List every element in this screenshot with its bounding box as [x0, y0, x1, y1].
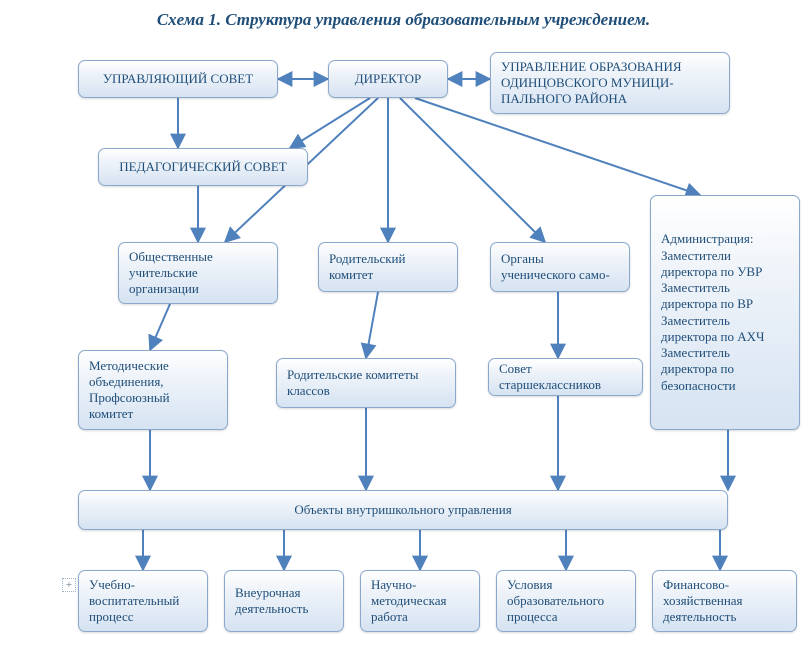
node-out5: Финансово-хозяйственная деятельность [652, 570, 797, 632]
arrow-director-student_gov [400, 98, 545, 242]
node-out4: Условия образовательного процесса [496, 570, 636, 632]
node-out3: Научно-методическая работа [360, 570, 480, 632]
diagram-title: Схема 1. Структура управления образовате… [0, 10, 807, 30]
node-governing: УПРАВЛЯЮЩИЙ СОВЕТ [78, 60, 278, 98]
node-out1: Учебно-воспитательный процесс [78, 570, 208, 632]
arrow-director-ped_council [290, 98, 370, 148]
node-student_gov: Органы ученического само- [490, 242, 630, 292]
node-admin: Администрация: Заместители директора по … [650, 195, 800, 430]
node-parent_class: Родительские комитеты классов [276, 358, 456, 408]
arrow-teacher_org-method [150, 304, 170, 350]
node-edu_dept: УПРАВЛЕНИЕ ОБРАЗОВАНИЯ ОДИНЦОВСКОГО МУНИ… [490, 52, 730, 114]
arrow-parent_com-parent_class [366, 292, 378, 358]
node-ped_council: ПЕДАГОГИЧЕСКИЙ СОВЕТ [98, 148, 308, 186]
node-out2: Внеурочная деятельность [224, 570, 344, 632]
node-method: Методические объединения, Профсоюзный ко… [78, 350, 228, 430]
node-director: ДИРЕКТОР [328, 60, 448, 98]
node-parent_com: Родительский комитет [318, 242, 458, 292]
node-senior: Совет старшеклассников [488, 358, 643, 396]
node-objects: Объекты внутришкольного управления [78, 490, 728, 530]
node-teacher_org: Общественные учительские организации [118, 242, 278, 304]
side-marker: + [62, 578, 76, 592]
